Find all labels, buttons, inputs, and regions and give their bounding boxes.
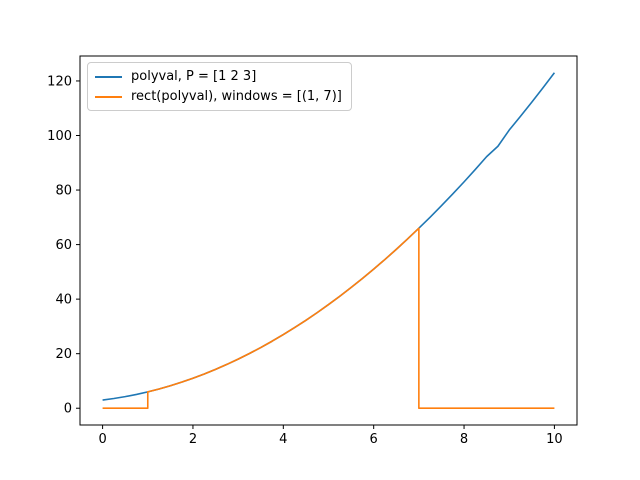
x-tick-label: 0 bbox=[98, 432, 106, 447]
legend-entry-polyval: polyval, P = [1 2 3] bbox=[95, 67, 342, 86]
y-tick-label: 0 bbox=[64, 402, 72, 417]
y-tick-label: 80 bbox=[55, 184, 72, 199]
rect-polyval-line-swatch bbox=[95, 95, 122, 98]
legend-label-rect-polyval: rect(polyval), windows = [(1, 7)] bbox=[131, 89, 342, 104]
axes-spines bbox=[79, 55, 578, 426]
y-tick-label: 120 bbox=[47, 74, 72, 89]
x-tick-label: 10 bbox=[546, 432, 563, 447]
y-tick-label: 100 bbox=[47, 129, 72, 144]
y-tick-label: 60 bbox=[55, 238, 72, 253]
polyval-line-swatch bbox=[95, 75, 122, 78]
x-tick-label: 4 bbox=[279, 432, 287, 447]
legend: polyval, P = [1 2 3] rect(polyval), wind… bbox=[87, 62, 352, 111]
legend-entry-rect-polyval: rect(polyval), windows = [(1, 7)] bbox=[95, 87, 342, 106]
x-tick-label: 6 bbox=[370, 432, 378, 447]
y-tick-label: 40 bbox=[55, 293, 72, 308]
x-tick-label: 2 bbox=[189, 432, 197, 447]
polyval-line bbox=[102, 72, 556, 401]
y-tick-label: 20 bbox=[55, 347, 72, 362]
x-tick-label: 8 bbox=[460, 432, 468, 447]
legend-label-polyval: polyval, P = [1 2 3] bbox=[131, 69, 257, 84]
rect-polyval-line bbox=[102, 227, 555, 410]
